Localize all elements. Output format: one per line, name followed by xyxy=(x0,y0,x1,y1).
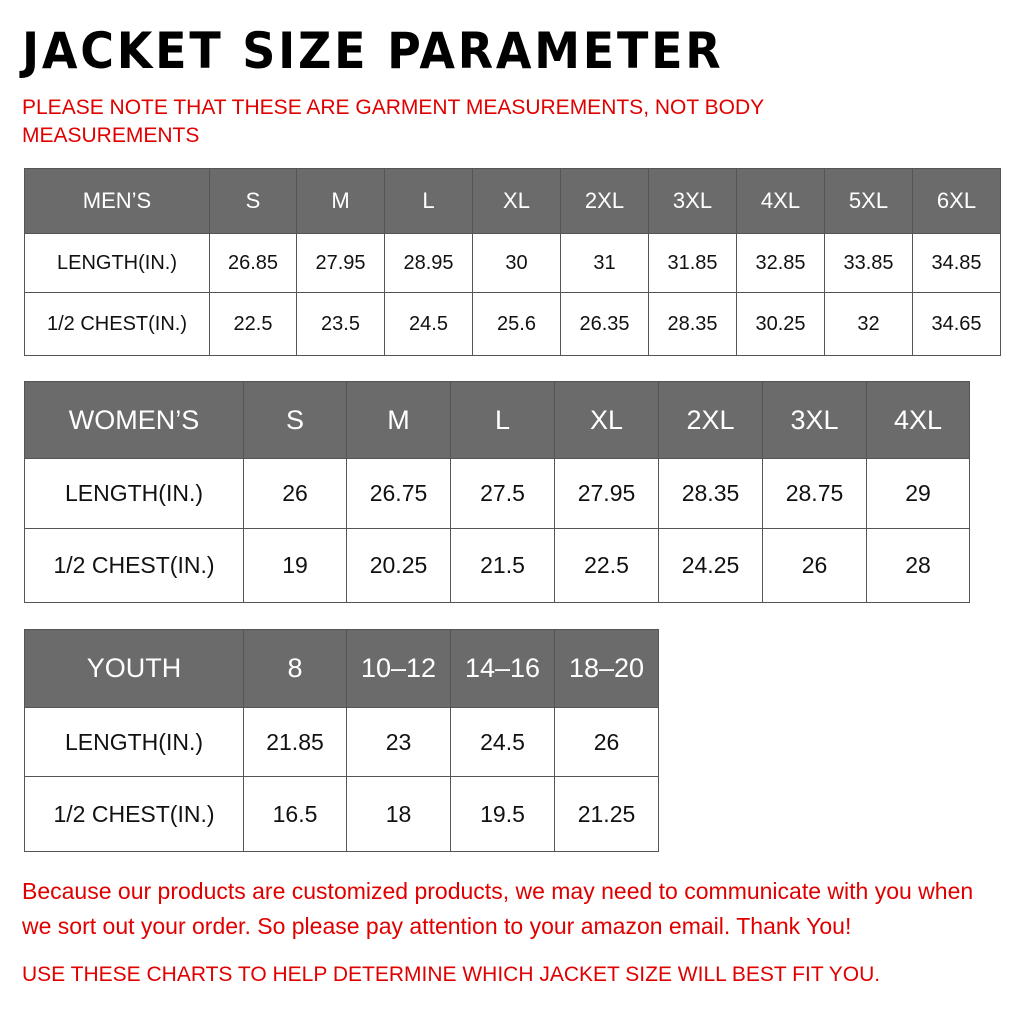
value-cell: 28.75 xyxy=(762,458,867,529)
value-cell: 28 xyxy=(866,528,970,603)
header-cell: 14–16 xyxy=(450,629,555,708)
value-cell: 22.5 xyxy=(554,528,659,603)
value-cell: 20.25 xyxy=(346,528,451,603)
mens-size-table: MEN’S S M L XL 2XL 3XL 4XL 5XL 6XL LENGTH(IN.) 26.8… xyxy=(24,168,1001,356)
value-cell: 18 xyxy=(346,776,451,852)
chart-usage-note: USE THESE CHARTS TO HELP DETERMINE WHICH… xyxy=(22,963,881,986)
header-cell: 4XL xyxy=(866,381,970,459)
value-cell: 24.5 xyxy=(384,292,473,356)
value-cell: 34.85 xyxy=(912,233,1001,293)
header-cell: L xyxy=(450,381,555,459)
header-cell: L xyxy=(384,168,473,234)
value-cell: 26.85 xyxy=(209,233,297,293)
header-cell: 5XL xyxy=(824,168,913,234)
value-cell: 24.5 xyxy=(450,707,555,777)
value-cell: 26 xyxy=(762,528,867,603)
table-row: 1/2 CHEST(IN.) 16.5 18 19.5 21.25 xyxy=(24,776,659,852)
header-cell: 6XL xyxy=(912,168,1001,234)
value-cell: 28.35 xyxy=(658,458,763,529)
table-row: 1/2 CHEST(IN.) 19 20.25 21.5 22.5 24.25 26 28 xyxy=(24,528,970,603)
header-cell: 3XL xyxy=(762,381,867,459)
value-cell: 30.25 xyxy=(736,292,825,356)
value-cell: 31.85 xyxy=(648,233,737,293)
header-cell: M xyxy=(296,168,385,234)
customization-notice: Because our products are customized prod… xyxy=(22,878,974,939)
value-cell: 28.35 xyxy=(648,292,737,356)
value-cell: 21.5 xyxy=(450,528,555,603)
table-header-row: MEN’S S M L XL 2XL 3XL 4XL 5XL 6XL xyxy=(24,168,1001,234)
header-cell: S xyxy=(243,381,347,459)
value-cell: 26.75 xyxy=(346,458,451,529)
garment-note: PLEASE NOTE THAT THESE ARE GARMENT MEASU… xyxy=(22,96,764,147)
table-row: LENGTH(IN.) 21.85 23 24.5 26 xyxy=(24,707,659,777)
value-cell: 26.35 xyxy=(560,292,649,356)
header-cell: YOUTH xyxy=(24,629,244,708)
value-cell: 25.6 xyxy=(472,292,561,356)
value-cell: 21.85 xyxy=(243,707,347,777)
value-cell: 27.5 xyxy=(450,458,555,529)
table-header-row: WOMEN’S S M L XL 2XL 3XL 4XL xyxy=(24,381,970,459)
value-cell: 19.5 xyxy=(450,776,555,852)
value-cell: 23 xyxy=(346,707,451,777)
header-cell: 2XL xyxy=(560,168,649,234)
value-cell: 19 xyxy=(243,528,347,603)
row-label-cell: 1/2 CHEST(IN.) xyxy=(24,292,210,356)
header-cell: M xyxy=(346,381,451,459)
value-cell: 34.65 xyxy=(912,292,1001,356)
value-cell: 26 xyxy=(243,458,347,529)
value-cell: 26 xyxy=(554,707,659,777)
header-cell: MEN’S xyxy=(24,168,210,234)
page-title: JACKET SIZE PARAMETER xyxy=(22,22,724,80)
table-row: LENGTH(IN.) 26 26.75 27.5 27.95 28.35 28.75 29 xyxy=(24,458,970,529)
row-label-cell: 1/2 CHEST(IN.) xyxy=(24,528,244,603)
value-cell: 32 xyxy=(824,292,913,356)
table-header-row: YOUTH 8 10–12 14–16 18–20 xyxy=(24,629,659,708)
value-cell: 24.25 xyxy=(658,528,763,603)
youth-size-table: YOUTH 8 10–12 14–16 18–20 LENGTH(IN.) 21.85 23 2… xyxy=(24,629,659,852)
header-cell: WOMEN’S xyxy=(24,381,244,459)
value-cell: 29 xyxy=(866,458,970,529)
value-cell: 23.5 xyxy=(296,292,385,356)
value-cell: 27.95 xyxy=(554,458,659,529)
header-cell: XL xyxy=(472,168,561,234)
value-cell: 33.85 xyxy=(824,233,913,293)
header-cell: S xyxy=(209,168,297,234)
value-cell: 30 xyxy=(472,233,561,293)
header-cell: XL xyxy=(554,381,659,459)
header-cell: 18–20 xyxy=(554,629,659,708)
value-cell: 31 xyxy=(560,233,649,293)
table-row: 1/2 CHEST(IN.) 22.5 23.5 24.5 25.6 26.35 28.35… xyxy=(24,292,1001,356)
row-label-cell: LENGTH(IN.) xyxy=(24,707,244,777)
womens-size-table: WOMEN’S S M L XL 2XL 3XL 4XL LENGTH(IN.) 26 26.75 2… xyxy=(24,381,970,603)
row-label-cell: LENGTH(IN.) xyxy=(24,233,210,293)
header-cell: 3XL xyxy=(648,168,737,234)
value-cell: 22.5 xyxy=(209,292,297,356)
value-cell: 27.95 xyxy=(296,233,385,293)
value-cell: 16.5 xyxy=(243,776,347,852)
table-row: LENGTH(IN.) 26.85 27.95 28.95 30 31 31.85 32.85… xyxy=(24,233,1001,293)
value-cell: 28.95 xyxy=(384,233,473,293)
value-cell: 21.25 xyxy=(554,776,659,852)
header-cell: 8 xyxy=(243,629,347,708)
header-cell: 10–12 xyxy=(346,629,451,708)
row-label-cell: 1/2 CHEST(IN.) xyxy=(24,776,244,852)
value-cell: 32.85 xyxy=(736,233,825,293)
header-cell: 2XL xyxy=(658,381,763,459)
header-cell: 4XL xyxy=(736,168,825,234)
row-label-cell: LENGTH(IN.) xyxy=(24,458,244,529)
